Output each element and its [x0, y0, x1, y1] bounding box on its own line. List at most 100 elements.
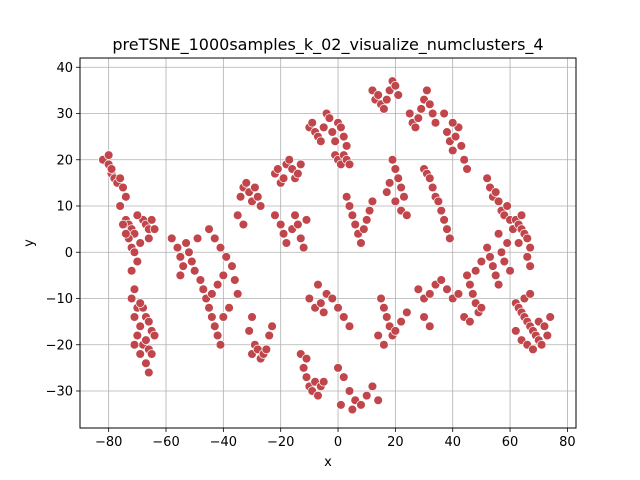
y-axis-ticks: −30 −20 −10 0 10 20 30 40	[46, 61, 80, 400]
x-axis-label: x	[324, 455, 332, 470]
scatter-point	[379, 303, 389, 313]
scatter-point	[502, 238, 512, 248]
scatter-point	[132, 256, 143, 267]
scatter-point	[126, 293, 137, 304]
scatter-point	[427, 108, 438, 119]
scatter-point	[364, 205, 375, 216]
scatter-point	[324, 113, 335, 123]
scatter-point	[281, 238, 292, 248]
scatter-point	[215, 242, 226, 253]
scatter-point	[264, 330, 274, 341]
scatter-point	[402, 210, 412, 221]
scatter-point	[146, 215, 157, 225]
scatter-point	[149, 224, 160, 234]
scatter-point	[339, 312, 349, 322]
scatter-point	[212, 330, 223, 341]
scatter-point	[367, 381, 378, 392]
scatter-point	[129, 284, 140, 295]
scatter-point	[115, 201, 125, 211]
scatter-point	[490, 270, 501, 281]
scatter-point	[445, 233, 455, 244]
x-tick-label: 20	[387, 435, 404, 450]
scatter-point	[184, 247, 194, 258]
scatter-point	[382, 94, 392, 105]
scatter-point	[339, 372, 349, 382]
scatter-point	[459, 155, 469, 165]
scatter-point	[144, 316, 154, 327]
scatter-point	[175, 270, 186, 281]
scatter-point	[361, 215, 372, 225]
scatter-point	[390, 196, 401, 207]
scatter-point	[126, 266, 137, 276]
scatter-point	[416, 104, 426, 114]
x-tick-label: 0	[334, 435, 342, 450]
scatter-point	[132, 330, 143, 341]
scatter-point	[496, 247, 507, 258]
scatter-point	[144, 367, 154, 378]
scatter-point	[373, 395, 383, 406]
scatter-point	[318, 122, 329, 133]
scatter-point	[399, 192, 409, 202]
y-tick-label: 20	[56, 153, 73, 168]
scatter-point	[482, 242, 492, 253]
scatter-point	[413, 113, 424, 123]
scatter-point	[393, 90, 403, 100]
scatter-point	[250, 182, 260, 193]
scatter-point	[210, 233, 220, 244]
scatter-point	[255, 201, 266, 211]
scatter-point	[238, 219, 249, 230]
scatter-point	[442, 284, 452, 295]
scatter-point	[356, 400, 366, 410]
scatter-point	[476, 303, 487, 313]
scatter-point	[442, 127, 452, 137]
scatter-point	[359, 224, 369, 234]
scatter-point	[218, 312, 229, 322]
scatter-point	[344, 321, 355, 332]
y-tick-label: 40	[56, 61, 73, 76]
scatter-point	[382, 187, 392, 197]
scatter-point	[267, 321, 277, 332]
scatter-point	[178, 261, 188, 271]
scatter-point	[344, 159, 355, 170]
scatter-point	[387, 155, 398, 165]
scatter-point	[493, 229, 504, 239]
scatter-point	[121, 192, 131, 202]
x-axis-ticks: −80 −60 −40 −20 0 20 40 60 80	[95, 428, 576, 450]
scatter-point	[499, 256, 510, 267]
scatter-point	[439, 215, 449, 225]
scatter-point	[482, 173, 492, 184]
scatter-point	[103, 150, 114, 160]
scatter-point	[304, 293, 315, 304]
scatter-point	[525, 289, 535, 299]
scatter-point	[433, 196, 444, 207]
scatter-point	[333, 303, 343, 313]
scatter-point	[402, 307, 412, 318]
scatter-point	[204, 303, 214, 313]
scatter-point	[224, 303, 234, 313]
y-tick-label: −10	[46, 292, 73, 307]
scatter-point	[149, 330, 160, 341]
scatter-point	[204, 224, 214, 234]
scatter-point	[135, 321, 145, 332]
scatter-point	[396, 316, 406, 327]
scatter-point	[367, 196, 378, 207]
scatter-point	[121, 229, 131, 239]
chart-title: preTSNE_1000samples_k_02_visualize_numcl…	[112, 35, 543, 55]
scatter-point	[232, 210, 243, 221]
scatter-point	[476, 256, 487, 267]
scatter-point	[207, 312, 217, 322]
scatter-point	[132, 210, 143, 221]
scatter-point	[313, 390, 323, 401]
scatter-point	[172, 242, 183, 253]
scatter-point	[181, 238, 191, 248]
scatter-point	[253, 192, 263, 202]
scatter-point	[278, 173, 289, 184]
scatter-point	[390, 326, 401, 336]
scatter-point	[167, 233, 177, 244]
scatter-point	[462, 270, 472, 281]
x-tick-label: 80	[559, 435, 576, 450]
scatter-point	[410, 122, 421, 133]
scatter-point	[341, 141, 352, 151]
plot-frame	[79, 57, 577, 429]
scatter-point	[419, 312, 429, 322]
